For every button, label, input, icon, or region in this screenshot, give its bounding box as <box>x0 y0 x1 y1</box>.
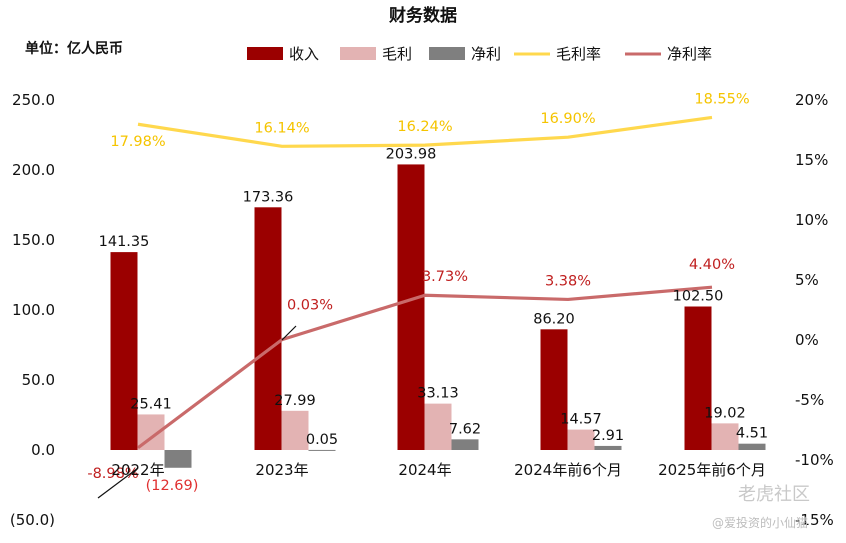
x-category: 2025年前6个月 <box>658 461 766 479</box>
bar-净利 <box>451 439 479 450</box>
unit-label: 单位：亿人民币 <box>25 40 123 57</box>
legend-swatch-毛利 <box>340 47 376 60</box>
watermark-author: @爱投资的小仙猫 <box>712 515 808 530</box>
line-label-净利率: 3.73% <box>422 269 468 285</box>
y-axis-right: -15% -10% -5% 0% 5% 10% 15% 20% <box>795 91 834 529</box>
legend: 收入 毛利 净利 毛利率 净利率 <box>247 45 712 63</box>
line-label-毛利率: 17.98% <box>110 134 165 150</box>
bar-收入 <box>110 252 138 450</box>
line-label-毛利率: 16.24% <box>397 119 452 135</box>
x-category: 2024年前6个月 <box>514 461 622 479</box>
bar-label-毛利: 25.41 <box>130 396 172 412</box>
bar-毛利 <box>567 429 595 450</box>
bar-label-净利: 2.91 <box>592 428 624 444</box>
y-right-tick: 5% <box>795 271 819 289</box>
bar-label-净利: 4.51 <box>736 426 768 442</box>
line-label-毛利率: 16.14% <box>254 120 309 136</box>
y-right-tick: 15% <box>795 151 828 169</box>
y-left-tick: 0.0 <box>31 441 55 459</box>
bar-label-收入: 86.20 <box>533 311 575 327</box>
leader-line-net-margin-2023 <box>281 325 297 341</box>
bar-label-毛利: 27.99 <box>274 393 316 409</box>
bar-毛利 <box>281 410 309 450</box>
bar-毛利 <box>424 403 452 450</box>
line-净利率 <box>137 285 713 450</box>
bar-收入 <box>540 329 568 450</box>
bar-收入 <box>254 207 282 450</box>
y-right-tick: 20% <box>795 91 828 109</box>
legend-swatch-收入 <box>247 47 283 60</box>
y-axis-left: (50.0) 0.0 50.0 100.0 150.0 200.0 250.0 <box>10 91 55 529</box>
y-right-tick: -5% <box>795 391 824 409</box>
chart-title: 财务数据 <box>388 5 457 26</box>
legend-label-净利: 净利 <box>471 45 501 63</box>
bar-label-毛利: 14.57 <box>560 412 602 428</box>
x-category: 2023年 <box>255 461 308 479</box>
bar-净利 <box>164 450 192 468</box>
x-category: 2024年 <box>398 461 451 479</box>
lines-layer <box>137 115 713 450</box>
watermark: 老虎社区 @爱投资的小仙猫 <box>712 484 810 530</box>
bar-收入 <box>684 306 712 450</box>
y-left-tick: 100.0 <box>12 301 55 319</box>
legend-swatch-净利 <box>429 47 465 60</box>
x-category: 2022年 <box>111 461 164 479</box>
bar-label-净利: 7.62 <box>449 421 481 437</box>
bar-净利 <box>738 443 766 450</box>
y-right-tick: 0% <box>795 331 819 349</box>
line-label-毛利率: 18.55% <box>694 91 749 107</box>
y-left-tick: 250.0 <box>12 91 55 109</box>
bars-layer <box>110 164 766 468</box>
bar-收入 <box>397 164 425 451</box>
legend-label-净利率: 净利率 <box>667 45 712 63</box>
bar-label-收入: 141.35 <box>99 234 150 250</box>
y-right-tick: -10% <box>795 451 834 469</box>
bar-label-收入: 102.50 <box>673 289 724 305</box>
line-label-毛利率: 16.90% <box>540 111 595 127</box>
line-毛利率 <box>137 115 713 148</box>
leader-line-net-margin-2022 <box>97 467 139 499</box>
bar-label-收入: 203.98 <box>386 146 437 162</box>
y-left-tick: 150.0 <box>12 231 55 249</box>
bar-label-毛利: 19.02 <box>704 405 746 421</box>
legend-label-毛利: 毛利 <box>382 45 412 63</box>
bar-净利 <box>594 445 622 450</box>
y-left-tick: 50.0 <box>22 371 55 389</box>
y-right-tick: -15% <box>795 511 834 529</box>
x-axis-categories: 2022年 2023年 2024年 2024年前6个月 2025年前6个月 <box>111 461 765 479</box>
bar-label-净利: (12.69) <box>146 478 199 494</box>
bar-毛利 <box>711 423 739 450</box>
line-label-净利率: 3.38% <box>545 273 591 289</box>
watermark-logo: 老虎社区 <box>738 484 810 505</box>
bar-label-毛利: 33.13 <box>417 386 459 402</box>
y-left-tick: (50.0) <box>10 511 55 529</box>
y-right-tick: 10% <box>795 211 828 229</box>
legend-label-毛利率: 毛利率 <box>556 45 601 63</box>
legend-label-收入: 收入 <box>289 45 319 63</box>
line-label-净利率: 4.40% <box>689 257 735 273</box>
bar-label-净利: 0.05 <box>306 432 338 448</box>
data-labels-layer: 141.35 173.36 203.98 86.20 102.50 25.41 27.99 3… <box>87 91 768 499</box>
bar-净利 <box>308 449 336 451</box>
bar-label-收入: 173.36 <box>243 189 294 205</box>
y-left-tick: 200.0 <box>12 161 55 179</box>
line-label-净利率: 0.03% <box>287 298 333 314</box>
